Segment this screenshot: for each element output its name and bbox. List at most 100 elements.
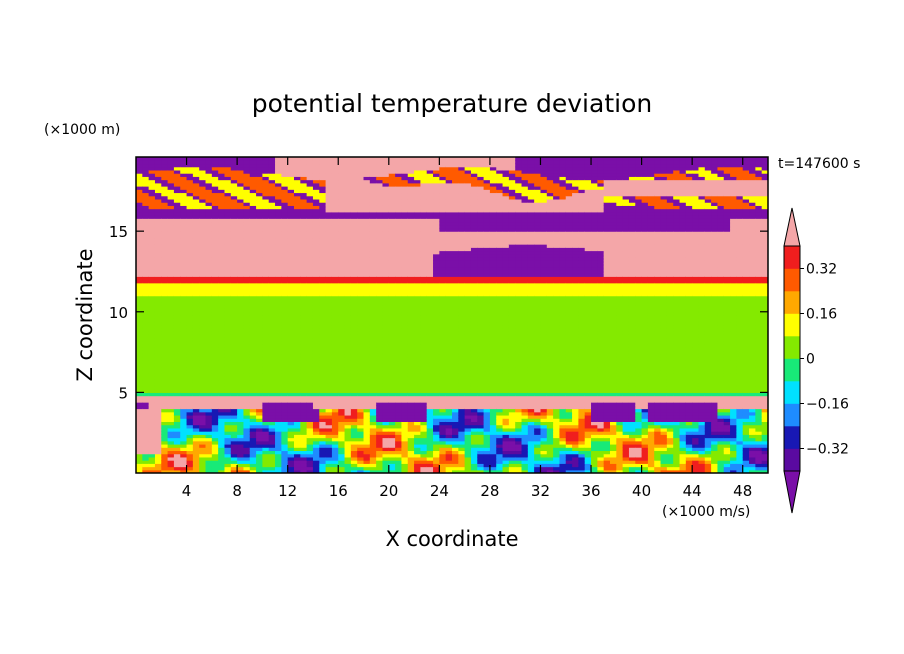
field-cell bbox=[388, 379, 396, 384]
field-cell bbox=[199, 469, 207, 473]
field-cell bbox=[445, 189, 453, 194]
field-cell bbox=[325, 376, 333, 381]
field-cell bbox=[369, 340, 377, 345]
field-cell bbox=[319, 227, 327, 232]
field-cell bbox=[439, 263, 447, 268]
field-cell bbox=[401, 363, 409, 368]
field-cell bbox=[331, 224, 339, 229]
field-cell bbox=[363, 456, 371, 461]
field-cell bbox=[287, 356, 295, 361]
field-cell bbox=[275, 256, 282, 261]
field-cell bbox=[388, 273, 396, 277]
field-cell bbox=[211, 382, 219, 387]
field-cell bbox=[363, 182, 371, 187]
field-cell bbox=[287, 363, 295, 368]
field-cell bbox=[142, 379, 150, 384]
field-cell bbox=[382, 176, 390, 181]
field-cell bbox=[243, 186, 251, 190]
field-cell bbox=[445, 302, 453, 306]
field-cell bbox=[268, 353, 276, 358]
field-cell bbox=[376, 308, 384, 313]
field-cell bbox=[218, 234, 226, 239]
field-cell bbox=[249, 395, 257, 400]
field-cell bbox=[407, 250, 415, 255]
field-cell bbox=[312, 414, 320, 419]
field-cell bbox=[136, 340, 143, 345]
field-cell bbox=[142, 308, 150, 313]
field-cell bbox=[319, 302, 327, 306]
field-cell bbox=[426, 244, 434, 248]
field-cell bbox=[395, 166, 403, 171]
field-cell bbox=[325, 189, 333, 194]
field-cell bbox=[262, 269, 270, 274]
field-cell bbox=[218, 369, 226, 374]
field-cell bbox=[287, 260, 295, 264]
field-cell bbox=[407, 244, 415, 248]
field-cell bbox=[338, 347, 346, 352]
field-cell bbox=[350, 353, 358, 358]
field-cell bbox=[420, 247, 428, 252]
field-cell bbox=[420, 173, 428, 177]
field-cell bbox=[439, 463, 447, 468]
field-cell bbox=[173, 373, 181, 377]
field-cell bbox=[338, 353, 346, 358]
field-cell bbox=[325, 392, 333, 397]
field-cell bbox=[338, 340, 346, 345]
field-cell bbox=[395, 198, 403, 203]
field-cell bbox=[420, 469, 428, 473]
field-cell bbox=[433, 205, 440, 210]
field-cell bbox=[268, 276, 276, 281]
field-cell bbox=[148, 315, 156, 319]
field-cell bbox=[452, 282, 459, 287]
field-cell bbox=[382, 253, 390, 258]
field-cell bbox=[148, 273, 156, 277]
field-cell bbox=[325, 379, 333, 384]
field-cell bbox=[167, 289, 175, 294]
field-cell bbox=[369, 276, 377, 281]
field-cell bbox=[287, 334, 295, 339]
field-cell bbox=[312, 234, 320, 239]
field-cell bbox=[414, 298, 421, 303]
field-cell bbox=[275, 356, 282, 361]
field-cell bbox=[230, 366, 238, 371]
field-cell bbox=[199, 221, 207, 226]
field-cell bbox=[275, 215, 282, 219]
field-cell bbox=[369, 408, 377, 413]
field-cell bbox=[382, 231, 390, 235]
field-cell bbox=[173, 276, 181, 281]
field-cell bbox=[237, 234, 245, 239]
field-cell bbox=[452, 427, 459, 432]
field-cell bbox=[211, 166, 219, 171]
field-cell bbox=[363, 166, 371, 171]
field-cell bbox=[243, 324, 251, 329]
field-cell bbox=[167, 224, 175, 229]
field-cell bbox=[211, 434, 219, 439]
field-cell bbox=[281, 379, 289, 384]
field-cell bbox=[452, 195, 459, 200]
field-cell bbox=[186, 456, 194, 461]
field-cell bbox=[243, 169, 251, 174]
field-cell bbox=[205, 363, 213, 368]
field-cell bbox=[205, 315, 213, 319]
field-cell bbox=[388, 315, 396, 319]
field-cell bbox=[237, 157, 245, 161]
field-cell bbox=[407, 260, 415, 264]
field-cell bbox=[142, 195, 150, 200]
field-cell bbox=[414, 240, 421, 245]
field-cell bbox=[224, 289, 232, 294]
field-cell bbox=[224, 221, 232, 226]
field-cell bbox=[211, 360, 219, 364]
field-cell bbox=[136, 373, 143, 377]
field-cell bbox=[167, 263, 175, 268]
field-cell bbox=[180, 427, 188, 432]
field-cell bbox=[243, 292, 251, 297]
field-cell bbox=[281, 208, 289, 213]
field-cell bbox=[338, 269, 346, 274]
field-cell bbox=[262, 405, 270, 410]
field-cell bbox=[388, 253, 396, 258]
field-cell bbox=[395, 392, 403, 397]
field-cell bbox=[294, 250, 301, 255]
field-cell bbox=[363, 221, 371, 226]
field-cell bbox=[433, 431, 440, 435]
field-cell bbox=[344, 208, 352, 213]
